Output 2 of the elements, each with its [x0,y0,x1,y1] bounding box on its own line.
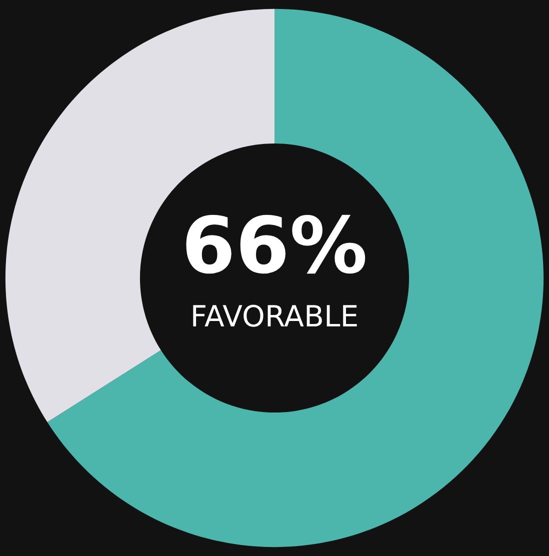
text: FAVORABLE [193,304,357,327]
text: 66% [186,214,366,274]
